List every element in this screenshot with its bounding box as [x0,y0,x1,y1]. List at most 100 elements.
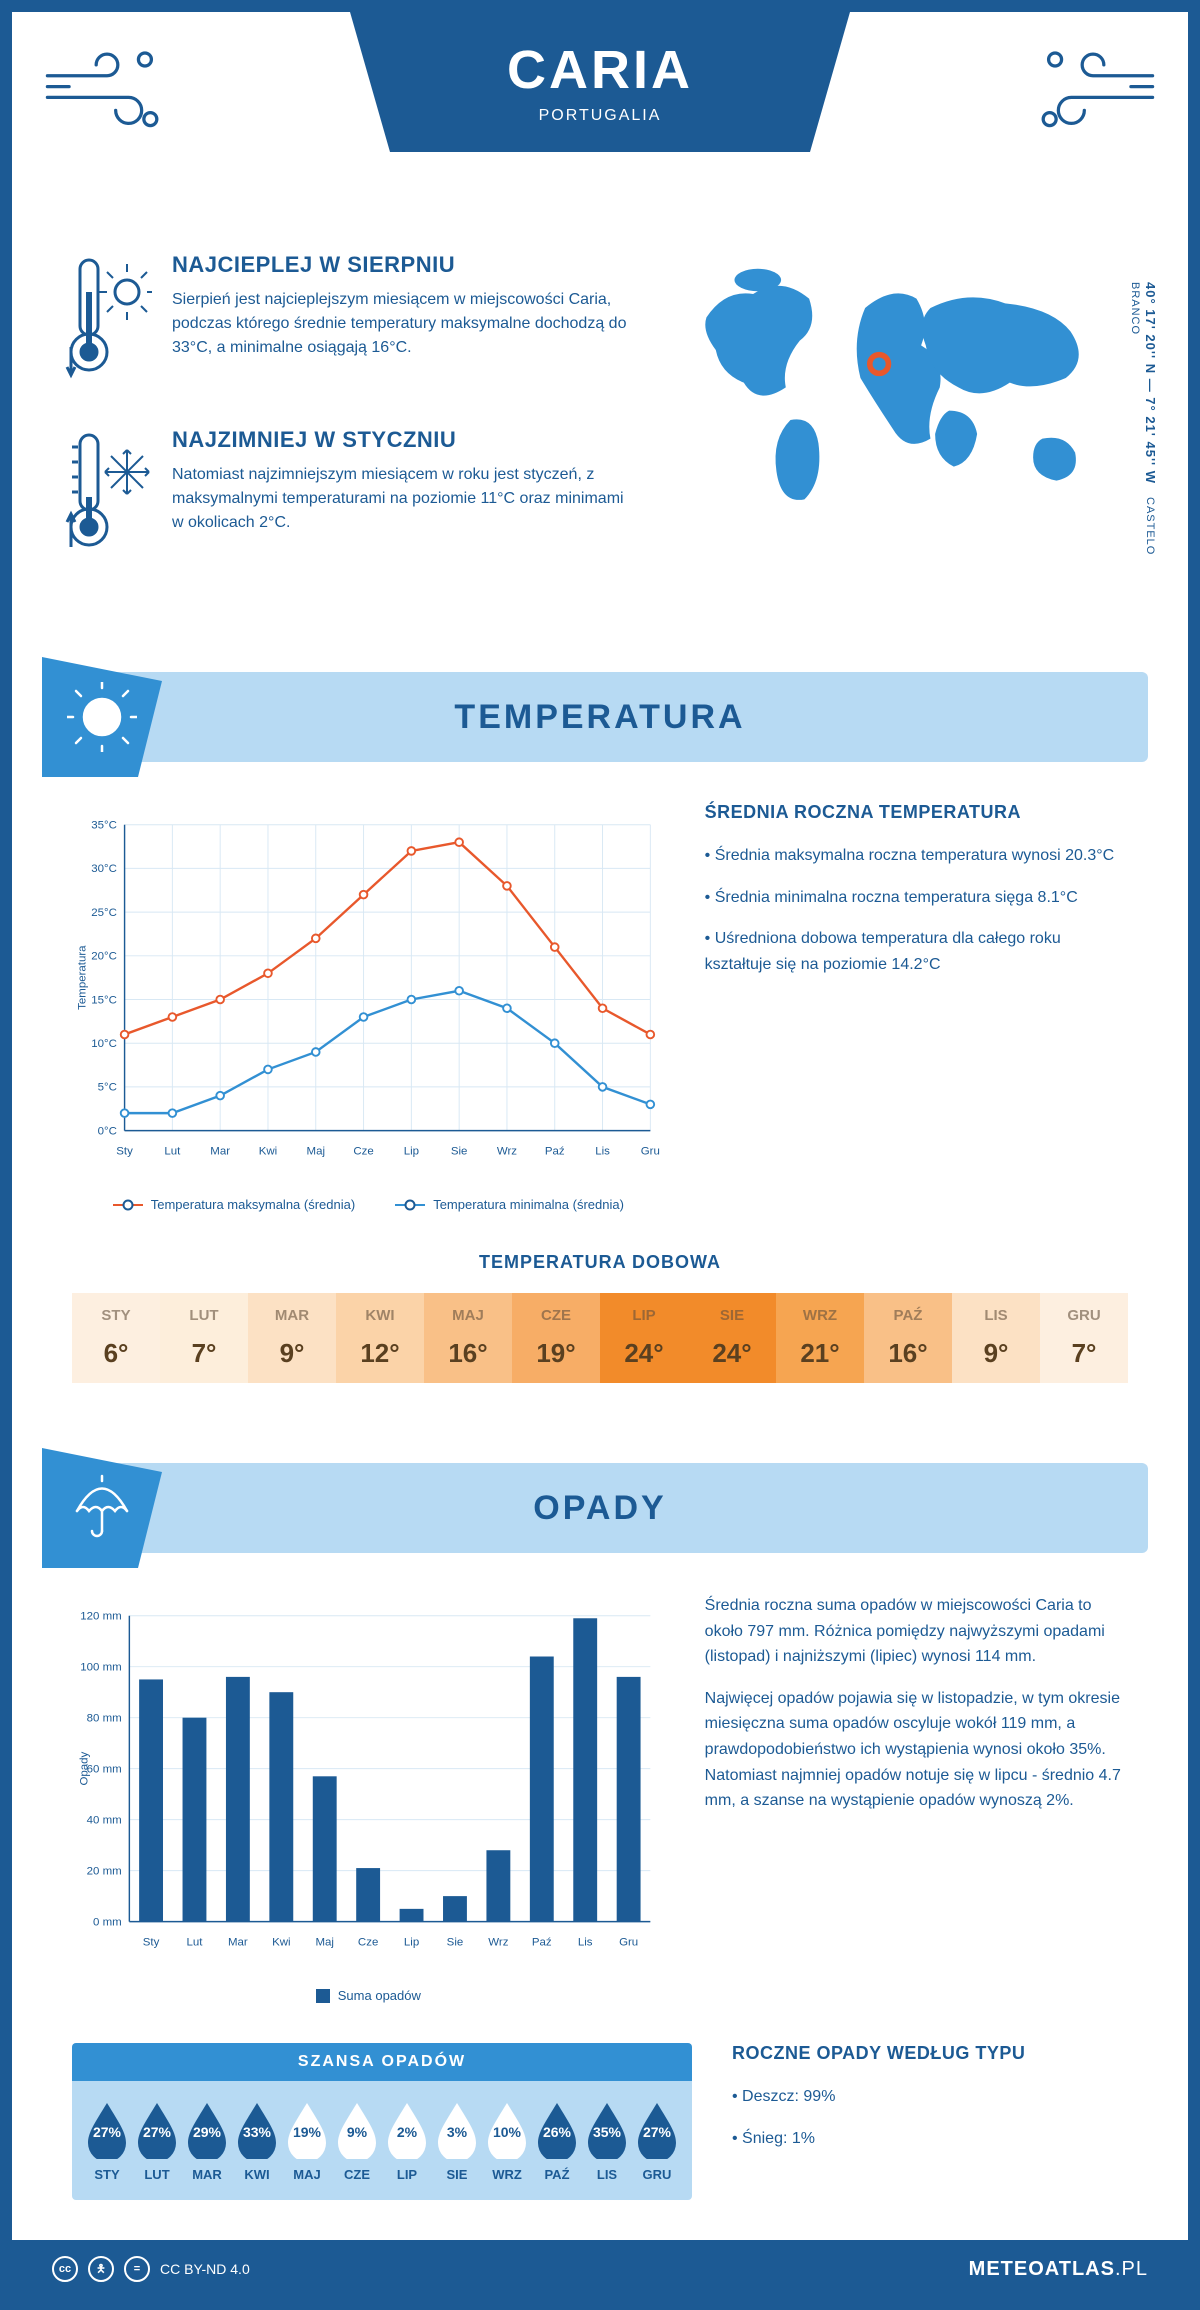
precip-chance-cell: 2% LIP [382,2099,432,2182]
hot-info-block: NAJCIEPLEJ W SIERPNIU Sierpień jest najc… [62,252,627,387]
svg-text:Cze: Cze [353,1146,373,1158]
cold-body: Natomiast najzimniejszym miesiącem w rok… [172,463,627,535]
svg-text:Lis: Lis [595,1146,610,1158]
daily-temperature-table: TEMPERATURA DOBOWA STY6°LUT7°MAR9°KWI12°… [12,1252,1188,1433]
daily-temp-cell: WRZ21° [776,1293,864,1383]
precip-chance-cell: 27% GRU [632,2099,682,2182]
precip-chance-cell: 27% LUT [132,2099,182,2182]
daily-temp-title: TEMPERATURA DOBOWA [72,1252,1128,1273]
svg-text:10°C: 10°C [91,1038,117,1050]
temp-bullet: • Uśredniona dobowa temperatura dla całe… [705,926,1128,977]
daily-temp-cell: LIP24° [600,1293,688,1383]
map-column: 40° 17' 20'' N — 7° 21' 45'' W CASTELO B… [667,252,1138,602]
svg-text:25°C: 25°C [91,907,117,919]
temperature-section-header: TEMPERATURA [52,672,1148,762]
svg-text:Gru: Gru [641,1146,660,1158]
daily-temp-cell: LUT7° [160,1293,248,1383]
temp-bullet: • Średnia maksymalna roczna temperatura … [705,843,1128,869]
svg-text:Sty: Sty [116,1146,133,1158]
cc-icon: cc [52,2256,78,2282]
svg-text:120 mm: 120 mm [80,1611,121,1623]
precip-chance-cell: 10% WRZ [482,2099,532,2182]
license-text: CC BY-ND 4.0 [160,2261,250,2277]
svg-text:Paź: Paź [532,1937,552,1949]
svg-text:Opady: Opady [78,1752,90,1786]
nd-icon: = [124,2256,150,2282]
svg-text:Sie: Sie [451,1146,468,1158]
svg-text:Lip: Lip [404,1937,419,1949]
svg-text:Kwi: Kwi [272,1937,290,1949]
intro-text-column: NAJCIEPLEJ W SIERPNIU Sierpień jest najc… [62,252,627,602]
footer: cc 🯅 = CC BY-ND 4.0 METEOATLAS.PL [12,2240,1188,2298]
world-map-icon [667,252,1138,532]
wind-deco-icon [1028,42,1158,142]
svg-text:Cze: Cze [358,1937,378,1949]
by-icon: 🯅 [88,2256,114,2282]
temperature-info: ŚREDNIA ROCZNA TEMPERATURA • Średnia mak… [705,802,1128,1212]
precip-legend-label: Suma opadów [338,1988,421,2003]
precip-chance-cell: 33% KWI [232,2099,282,2182]
temperature-chart-row: 0°C5°C10°C15°C20°C25°C30°C35°CStyLutMarK… [12,802,1188,1252]
svg-text:20 mm: 20 mm [87,1865,122,1877]
svg-text:Mar: Mar [228,1937,248,1949]
site-bold: METEOATLAS [969,2258,1115,2280]
svg-text:0 mm: 0 mm [93,1916,122,1928]
svg-text:100 mm: 100 mm [80,1662,121,1674]
coordinates: 40° 17' 20'' N — 7° 21' 45'' W CASTELO B… [1128,282,1158,602]
svg-text:Lip: Lip [404,1146,419,1158]
cold-title: NAJZIMNIEJ W STYCZNIU [172,427,627,453]
temperature-title: TEMPERATURA [454,698,745,737]
hot-title: NAJCIEPLEJ W SIERPNIU [172,252,627,278]
svg-text:5°C: 5°C [98,1082,117,1094]
daily-temp-cell: MAJ16° [424,1293,512,1383]
daily-temp-cell: KWI12° [336,1293,424,1383]
precip-chance-cell: 26% PAŹ [532,2099,582,2182]
temp-bullet: • Średnia minimalna roczna temperatura s… [705,885,1128,911]
page: CARIA PORTUGALIA [0,0,1200,2310]
precip-chance-table: SZANSA OPADÓW 27% STY 27% LUT 29% MAR 33… [72,2043,692,2200]
thermometer-hot-icon [62,252,152,387]
svg-text:Lis: Lis [578,1937,593,1949]
svg-text:15°C: 15°C [91,994,117,1006]
precip-chance-cell: 35% LIS [582,2099,632,2182]
daily-temp-cell: CZE19° [512,1293,600,1383]
page-title: CARIA [507,39,693,101]
precipitation-chart-row: 0 mm 20 mm 40 mm 60 mm 80 mm 100 mm 120 mm Opad… [12,1593,1188,2043]
license-block: cc 🯅 = CC BY-ND 4.0 [52,2256,250,2282]
title-banner: CARIA PORTUGALIA [350,12,850,152]
daily-temp-cell: STY6° [72,1293,160,1383]
by-type-item: • Śnieg: 1% [732,2126,1128,2152]
precip-text-2: Najwięcej opadów pojawia się w listopadz… [705,1686,1128,1814]
thermometer-cold-icon [62,427,152,562]
precipitation-title: OPADY [533,1489,666,1528]
precip-legend: Suma opadów [72,1988,665,2003]
precip-chance-title: SZANSA OPADÓW [72,2043,692,2081]
by-type-item: • Deszcz: 99% [732,2084,1128,2110]
svg-text:Gru: Gru [619,1937,638,1949]
precip-chance-cell: 27% STY [82,2099,132,2182]
hot-info-text: NAJCIEPLEJ W SIERPNIU Sierpień jest najc… [172,252,627,387]
daily-temp-cell: PAŹ16° [864,1293,952,1383]
daily-temp-cell: SIE24° [688,1293,776,1383]
daily-temp-cell: LIS9° [952,1293,1040,1383]
precip-chance-cell: 19% MAJ [282,2099,332,2182]
site-rest: .PL [1115,2258,1148,2280]
precip-chance-cell: 3% SIE [432,2099,482,2182]
svg-text:Lut: Lut [164,1146,181,1158]
svg-text:Kwi: Kwi [259,1146,277,1158]
precipitation-info: Średnia roczna suma opadów w miejscowośc… [705,1593,1128,2003]
daily-temp-cell: GRU7° [1040,1293,1128,1383]
svg-text:40 mm: 40 mm [87,1814,122,1826]
svg-text:80 mm: 80 mm [87,1713,122,1725]
svg-text:Wrz: Wrz [488,1937,508,1949]
svg-text:20°C: 20°C [91,951,117,963]
svg-text:30°C: 30°C [91,863,117,875]
temperature-legend: Temperatura maksymalna (średnia)Temperat… [72,1197,665,1212]
precip-chance-cell: 29% MAR [182,2099,232,2182]
svg-text:Paź: Paź [545,1146,565,1158]
header: CARIA PORTUGALIA [12,12,1188,212]
sun-icon [42,657,162,777]
legend-item: Temperatura maksymalna (średnia) [113,1197,355,1212]
svg-text:Sty: Sty [143,1937,160,1949]
svg-text:60 mm: 60 mm [87,1763,122,1775]
